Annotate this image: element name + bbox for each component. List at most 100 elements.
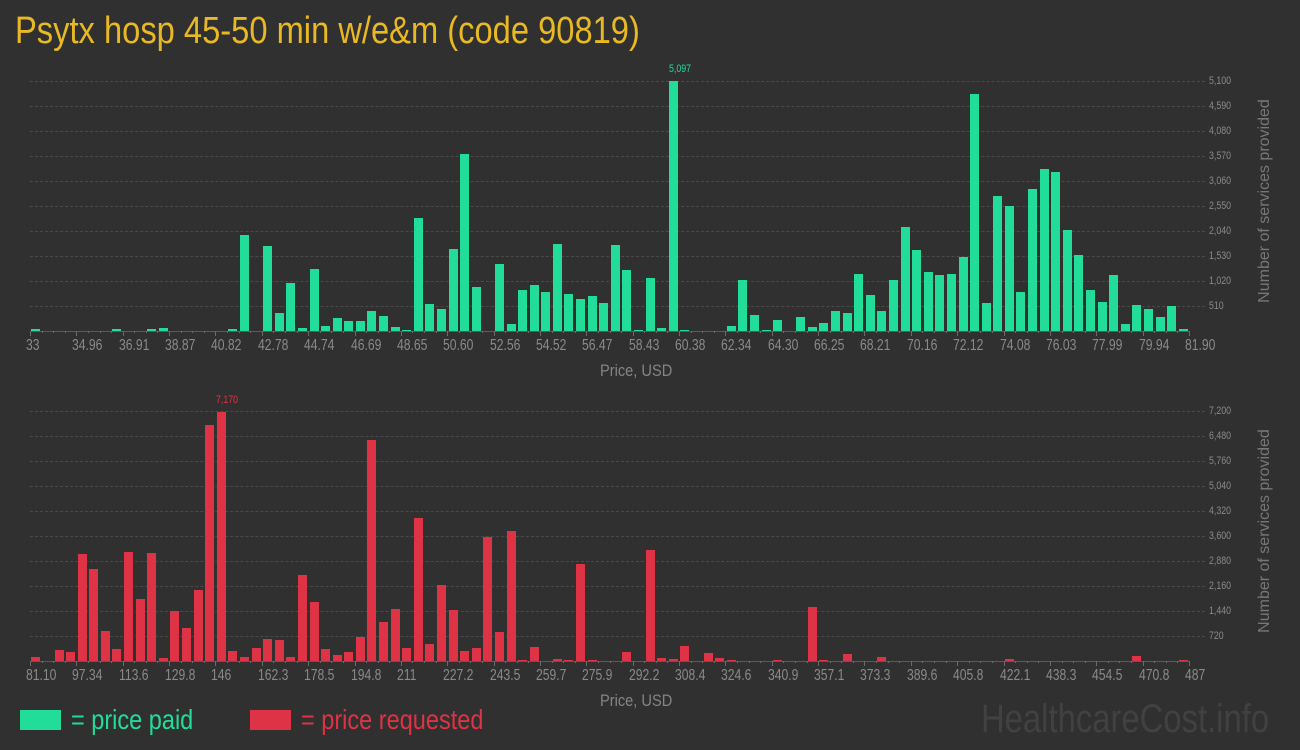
x-minor-tick [111, 331, 112, 333]
x-tick-label: 38.87 [165, 337, 196, 354]
x-tick-label: 74.08 [1000, 337, 1031, 354]
x-minor-tick [552, 331, 553, 333]
x-tick-label: 211 [397, 667, 417, 684]
histogram-bar [923, 272, 933, 331]
histogram-bar [668, 81, 678, 331]
x-tick-label: 454.5 [1092, 667, 1123, 684]
histogram-bar [842, 313, 852, 331]
x-major-tick [30, 661, 31, 666]
x-minor-tick [1166, 661, 1167, 663]
histogram-bar [286, 282, 296, 331]
x-tick-label: 308.4 [675, 667, 706, 684]
price-paid-chart: Price, USD Number of services provided 5… [26, 63, 1273, 380]
x-minor-tick [830, 661, 831, 663]
x-minor-tick [1015, 331, 1016, 333]
histogram-bar [796, 317, 806, 331]
gridline [30, 636, 1205, 637]
x-minor-tick [389, 331, 390, 333]
histogram-bar [309, 602, 319, 661]
x-minor-tick [807, 331, 808, 333]
x-minor-tick [783, 331, 784, 333]
x-minor-tick [239, 661, 240, 663]
x-major-tick [76, 331, 77, 336]
x-minor-tick [552, 661, 553, 663]
histogram-bar [321, 649, 331, 661]
x-minor-tick [760, 331, 761, 333]
x-major-tick [911, 331, 912, 336]
histogram-bar [1155, 317, 1165, 331]
histogram-bar [564, 294, 574, 331]
y-tick-label: 2,880 [1209, 555, 1232, 567]
x-minor-tick [621, 331, 622, 333]
x-minor-tick [1177, 661, 1178, 663]
x-major-tick [30, 331, 31, 336]
x-major-tick [494, 331, 495, 336]
histogram-bar [1167, 306, 1177, 331]
x-tick-label: 58.43 [629, 337, 660, 354]
gridline [30, 81, 1205, 82]
x-minor-tick [1119, 661, 1120, 663]
x-minor-tick [1085, 661, 1086, 663]
x-minor-tick [343, 661, 344, 663]
x-minor-tick [436, 661, 437, 663]
x-minor-tick [1177, 331, 1178, 333]
histogram-bar [54, 650, 64, 661]
histogram-bar [263, 639, 273, 661]
x-minor-tick [424, 661, 425, 663]
gridline [30, 156, 1205, 157]
peak-value-label: 7,170 [216, 394, 239, 406]
histogram-bar [819, 323, 829, 331]
histogram-bar [402, 330, 412, 331]
x-minor-tick [1108, 331, 1109, 333]
x-tick-label: 81.10 [26, 667, 57, 684]
histogram-bar [1120, 324, 1130, 331]
x-minor-tick [1119, 331, 1120, 333]
x-major-tick [447, 331, 448, 336]
x-minor-tick [1154, 661, 1155, 663]
histogram-bar [1178, 329, 1188, 331]
gridline [30, 586, 1205, 587]
histogram-bar [77, 554, 87, 661]
x-minor-tick [1166, 331, 1167, 333]
histogram-bar [738, 280, 748, 331]
peak-value-label: 5,097 [668, 63, 691, 76]
y-tick-label: 2,160 [1209, 580, 1232, 592]
histogram-bar [274, 313, 284, 331]
x-tick-label: 275.9 [582, 667, 613, 684]
histogram-bar [1074, 255, 1084, 331]
x-major-tick [262, 661, 263, 666]
x-minor-tick [111, 661, 112, 663]
x-tick-label: 76.03 [1046, 337, 1077, 354]
y-tick-label: 2,040 [1209, 225, 1232, 237]
page-title: Psytx hosp 45-50 min w/e&m (code 90819) [15, 10, 640, 52]
x-minor-tick [841, 661, 842, 663]
x-minor-tick [88, 331, 89, 333]
x-minor-tick [181, 331, 182, 333]
x-major-tick [308, 661, 309, 666]
x-minor-tick [482, 331, 483, 333]
histogram-bar [680, 330, 690, 331]
x-major-tick [725, 331, 726, 336]
histogram-bar [436, 309, 446, 331]
x-tick-label: 292.2 [629, 667, 660, 684]
x-minor-tick [343, 331, 344, 333]
x-tick-label: 52.56 [490, 337, 521, 354]
legend-swatch-green [20, 710, 61, 730]
y-tick-label: 5,040 [1209, 480, 1232, 492]
x-major-tick [76, 661, 77, 666]
histogram-bar [900, 227, 910, 331]
gridline [30, 486, 1205, 487]
x-minor-tick [760, 661, 761, 663]
x-minor-tick [42, 661, 43, 663]
histogram-bar [193, 590, 203, 661]
histogram-bar [413, 218, 423, 331]
y-tick-label: 5,760 [1209, 455, 1232, 467]
x-tick-label: 36.91 [119, 337, 150, 354]
x-minor-tick [331, 331, 332, 333]
histogram-bar [703, 653, 713, 661]
y-tick-label: 720 [1209, 630, 1224, 642]
x-tick-label: 487 [1185, 667, 1206, 684]
x-minor-tick [146, 331, 147, 333]
histogram-bar [610, 245, 620, 331]
x-major-tick [818, 661, 819, 666]
